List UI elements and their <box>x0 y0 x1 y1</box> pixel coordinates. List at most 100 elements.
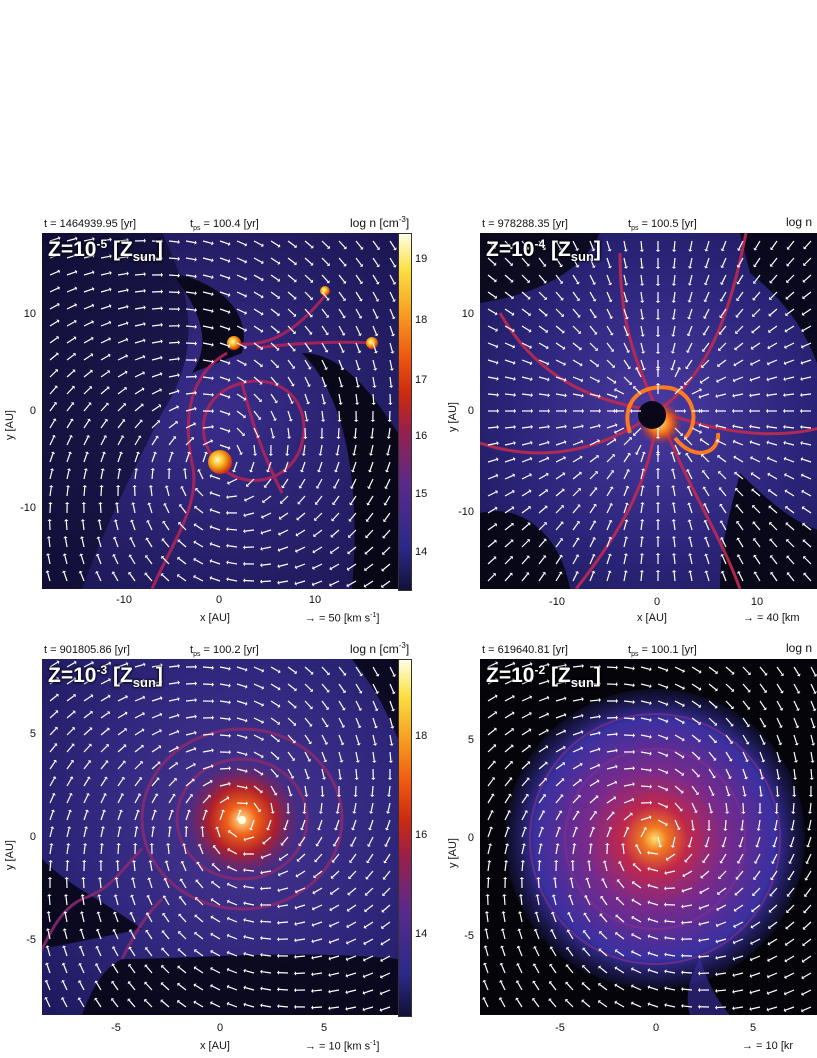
velocity-arrow <box>100 712 109 719</box>
velocity-arrowhead <box>732 424 735 429</box>
velocity-arrow <box>785 376 795 380</box>
velocity-arrow <box>689 572 693 582</box>
velocity-arrowhead <box>57 286 60 291</box>
velocity-arrow <box>313 887 323 894</box>
velocity-arrow <box>372 359 376 369</box>
velocity-arrowhead <box>548 981 553 985</box>
velocity-arrowhead <box>89 727 93 731</box>
metallicity-label: Z=10-3 [Zsun] <box>48 663 163 691</box>
velocity-arrow <box>202 359 212 363</box>
velocity-arrow <box>649 884 659 889</box>
velocity-arrowhead <box>687 300 692 303</box>
velocity-arrow <box>566 1000 574 1008</box>
velocity-arrowhead <box>143 321 146 327</box>
velocity-arrowhead <box>697 738 701 743</box>
velocity-arrow <box>350 853 357 862</box>
velocity-arrowhead <box>54 369 58 373</box>
velocity-arrowhead <box>581 424 584 429</box>
velocity-arrow <box>382 563 391 571</box>
velocity-arrow <box>555 291 563 300</box>
velocity-arrow <box>236 785 246 789</box>
velocity-arrow <box>49 678 58 685</box>
velocity-arrow <box>572 715 582 719</box>
velocity-arrowhead <box>228 716 231 722</box>
velocity-arrowhead <box>144 555 149 559</box>
velocity-arrowhead <box>195 488 199 492</box>
velocity-arrowhead <box>281 485 285 489</box>
velocity-arrowhead <box>63 911 68 914</box>
velocity-arrowhead <box>631 950 634 955</box>
velocity-arrowhead <box>676 827 681 831</box>
velocity-arrowhead <box>144 981 148 985</box>
velocity-arrow <box>280 512 289 519</box>
velocity-arrow <box>700 424 710 429</box>
velocity-arrow <box>742 751 748 761</box>
metallicity-label: Z=10-4 [Zsun] <box>486 237 601 265</box>
velocity-arrow <box>287 325 295 333</box>
velocity-arrow <box>717 938 727 943</box>
velocity-arrowhead <box>649 751 652 756</box>
velocity-arrowhead <box>336 436 341 439</box>
velocity-arrowhead <box>769 280 773 284</box>
velocity-arrowhead <box>700 875 704 879</box>
velocity-arrow <box>49 711 58 719</box>
velocity-arrowhead <box>177 680 180 685</box>
velocity-arrow <box>751 425 761 429</box>
velocity-arrow <box>83 695 92 702</box>
velocity-arrowhead <box>244 276 248 281</box>
velocity-arrowhead <box>315 843 320 847</box>
velocity-arrow <box>83 288 93 293</box>
velocity-arrowhead <box>184 826 189 829</box>
velocity-arrow <box>623 521 628 531</box>
velocity-arrowhead <box>632 683 635 688</box>
velocity-arrowhead <box>575 281 580 285</box>
velocity-arrowhead <box>525 572 530 576</box>
velocity-arrowhead <box>226 882 230 887</box>
velocity-arrow <box>487 426 498 429</box>
velocity-arrow <box>179 523 187 531</box>
velocity-arrow <box>734 376 744 381</box>
velocity-arrowhead <box>649 768 652 773</box>
velocity-arrow <box>691 802 697 812</box>
velocity-arrow <box>211 951 221 957</box>
velocity-arrow <box>349 529 357 537</box>
velocity-arrowhead <box>63 536 68 539</box>
velocity-arrowhead <box>56 302 60 307</box>
velocity-arrow <box>517 964 523 974</box>
velocity-arrow <box>372 257 379 266</box>
velocity-arrowhead <box>557 826 562 830</box>
velocity-arrowhead <box>107 370 110 374</box>
velocity-arrow <box>163 522 170 531</box>
velocity-arrowhead <box>109 270 112 276</box>
velocity-arrow <box>236 376 246 383</box>
velocity-arrow <box>151 453 156 463</box>
velocity-arrowhead <box>786 246 791 250</box>
velocity-arrowhead <box>109 287 112 292</box>
velocity-arrow <box>287 240 296 247</box>
velocity-arrowhead <box>744 759 749 762</box>
velocity-arrowhead <box>88 402 92 406</box>
velocity-arrow <box>117 371 127 378</box>
velocity-arrow <box>768 457 778 463</box>
colorbar-tick: 14 <box>415 928 428 940</box>
velocity-arrow <box>504 491 514 497</box>
density-map-svg <box>42 233 398 589</box>
velocity-arrowhead <box>244 328 247 332</box>
velocity-arrow <box>487 795 494 804</box>
velocity-arrowhead <box>784 942 788 946</box>
velocity-arrow <box>115 879 119 889</box>
velocity-arrow <box>606 291 612 301</box>
velocity-arrow <box>500 998 506 1008</box>
velocity-arrow <box>262 512 272 518</box>
velocity-arrow <box>304 393 309 403</box>
velocity-arrow <box>674 666 684 672</box>
velocity-arrow <box>371 427 374 438</box>
velocity-scale: → = 40 [km <box>743 612 800 624</box>
velocity-arrowhead <box>581 663 584 669</box>
velocity-arrowhead <box>293 687 297 692</box>
velocity-arrow <box>801 393 812 396</box>
velocity-arrowhead <box>308 741 312 745</box>
velocity-arrowhead <box>699 388 702 392</box>
velocity-arrowhead <box>391 316 396 320</box>
velocity-arrow <box>151 778 159 787</box>
